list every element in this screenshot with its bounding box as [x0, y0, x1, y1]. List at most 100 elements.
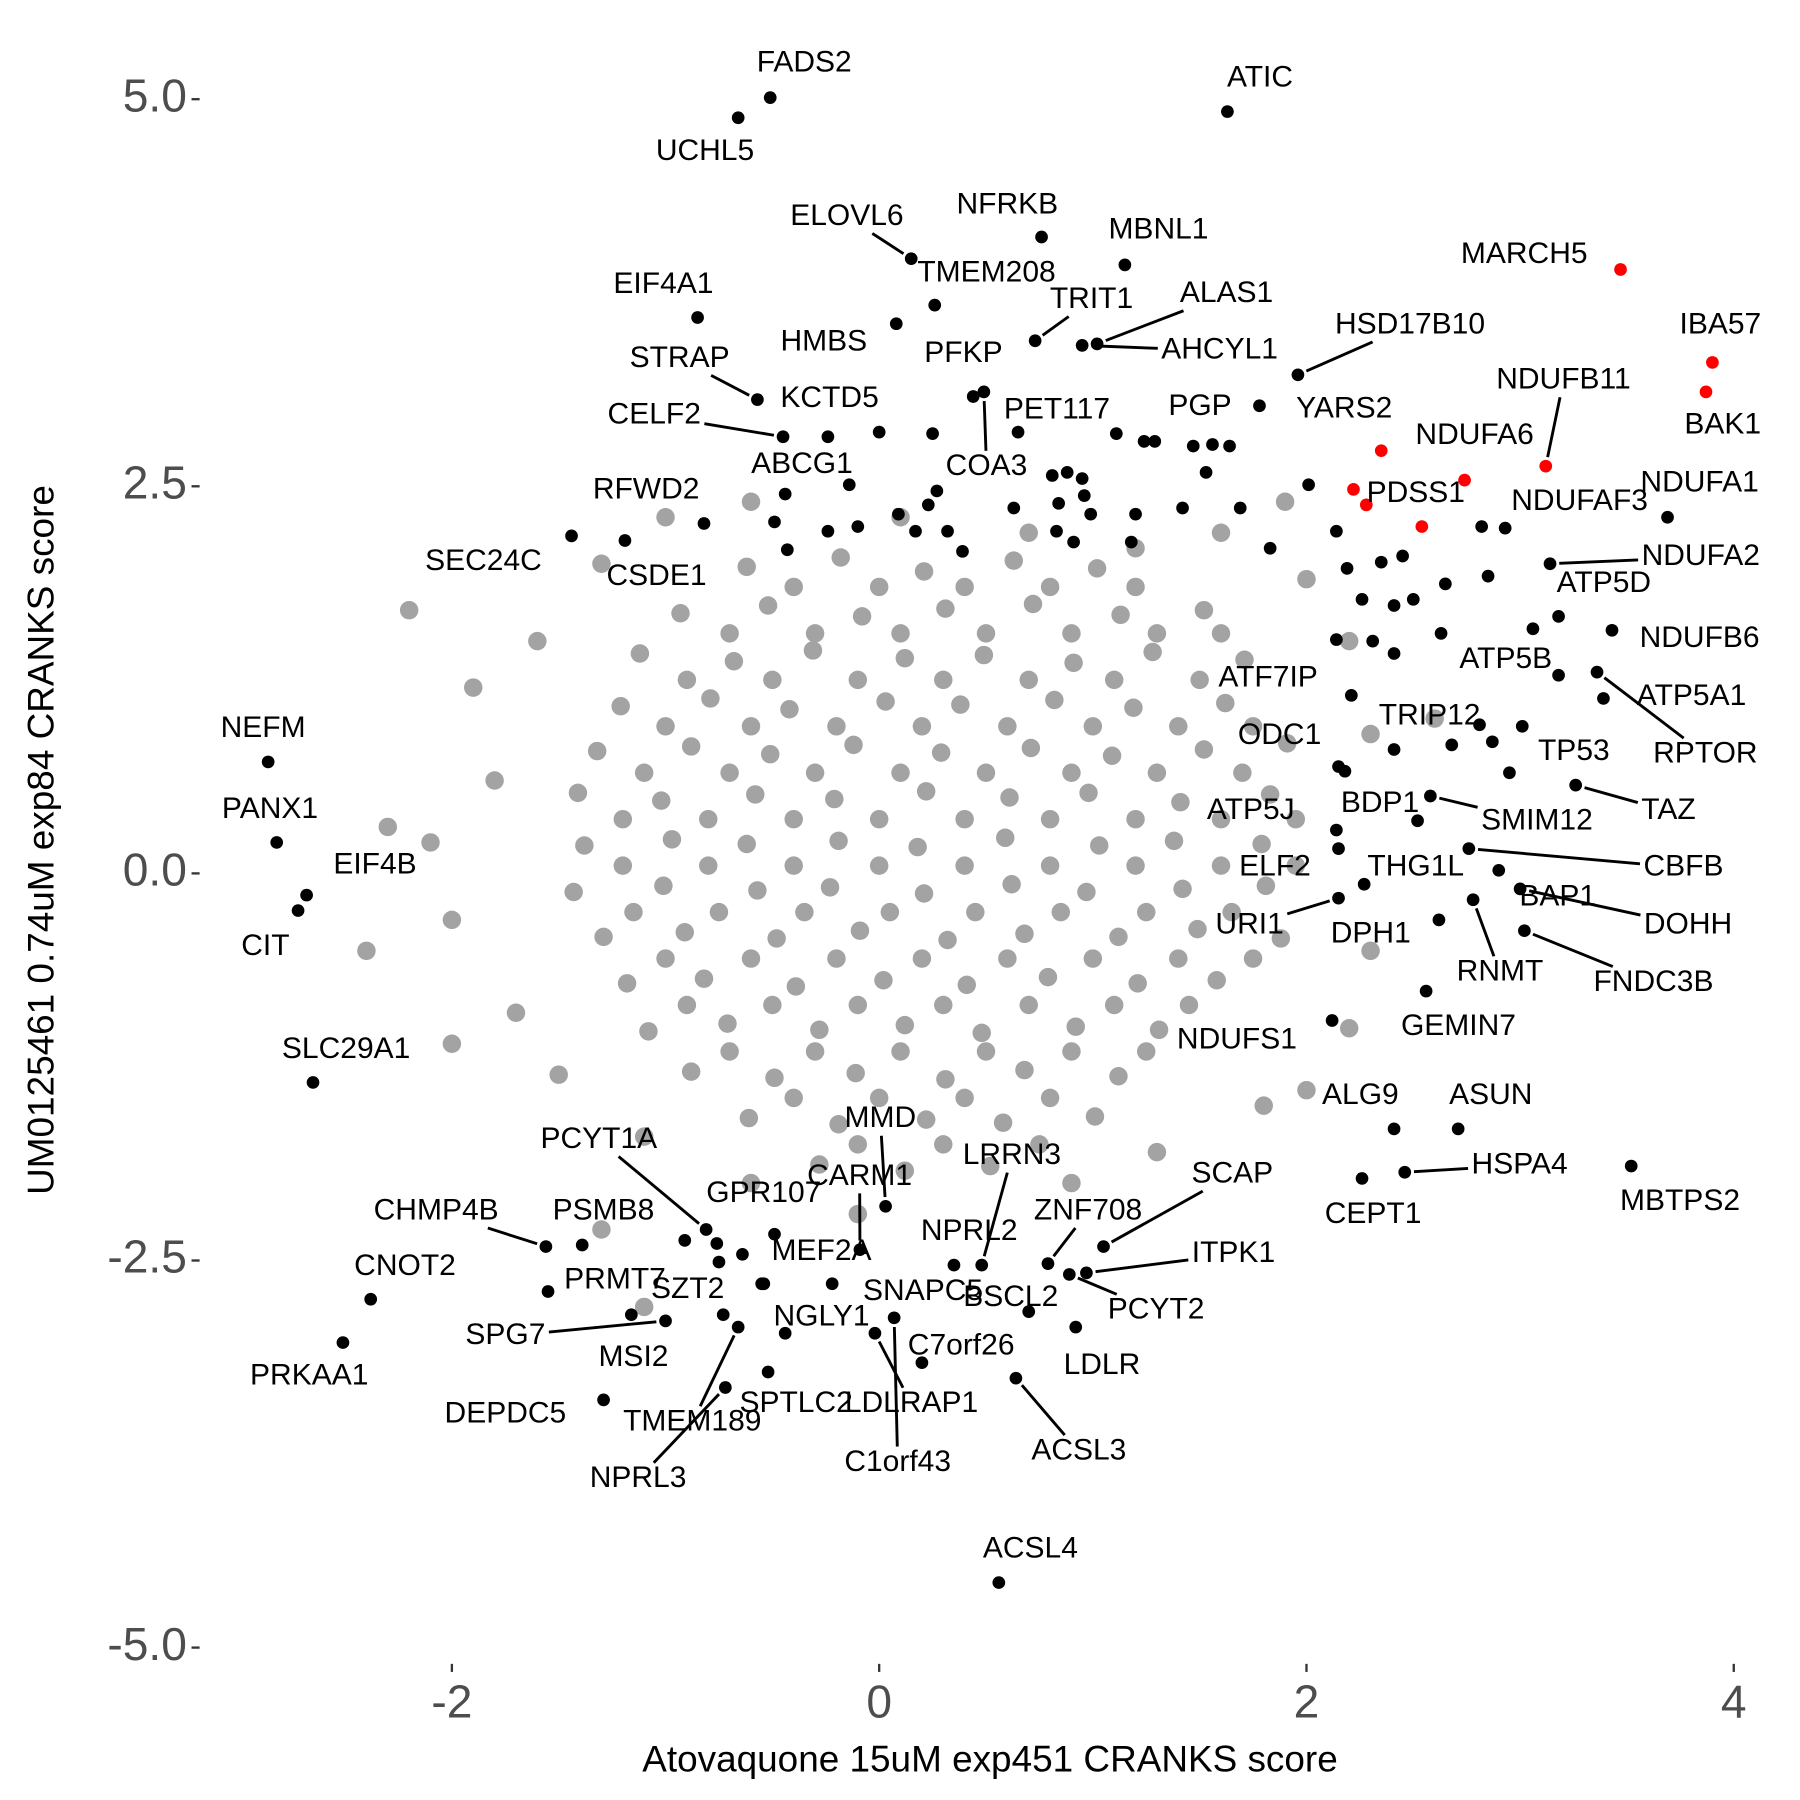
point [1569, 778, 1583, 792]
point [921, 498, 935, 512]
point [1466, 893, 1480, 907]
point [763, 91, 777, 104]
leader-line [1091, 344, 1158, 350]
leader-line [1305, 340, 1374, 373]
point [934, 995, 953, 1015]
point [718, 1014, 737, 1033]
point-label: THG1L [1367, 850, 1464, 883]
point [1045, 690, 1064, 710]
point [1297, 1080, 1316, 1100]
point-label: C1orf43 [844, 1445, 951, 1478]
point [820, 878, 840, 897]
point [768, 1227, 781, 1241]
point-label: HSD17B10 [1335, 307, 1485, 340]
point-label: EIF4A1 [613, 267, 713, 300]
point-label: PCYT1A [540, 1122, 657, 1155]
point-label: COA3 [946, 449, 1028, 482]
point-label: ATF7IP [1218, 660, 1317, 693]
point [1211, 809, 1231, 829]
point [1176, 501, 1189, 515]
point-label: LRRN3 [963, 1138, 1061, 1171]
point [1366, 634, 1380, 648]
point [1171, 792, 1190, 812]
point-label: MBNL1 [1108, 213, 1208, 246]
point [1137, 435, 1151, 448]
point [846, 1063, 865, 1083]
point [1221, 105, 1234, 118]
point [712, 1255, 726, 1269]
point [1526, 622, 1540, 636]
point [848, 1135, 868, 1154]
point [1137, 902, 1156, 922]
point [1451, 1122, 1465, 1136]
point-label: BSCL2 [963, 1280, 1058, 1313]
point [1111, 605, 1130, 625]
leader-line [1532, 932, 1614, 968]
point [1062, 1042, 1081, 1061]
point [869, 856, 889, 875]
point [1243, 949, 1263, 968]
x-tick-label: 0 [866, 1676, 892, 1728]
x-tick-label: -2 [431, 1676, 472, 1728]
point [741, 717, 761, 736]
point [675, 923, 694, 942]
point [848, 995, 868, 1015]
point [931, 743, 951, 762]
x-axis-title: Atovaquone 15uM exp451 CRANKS score [642, 1739, 1337, 1780]
point [1173, 879, 1192, 899]
point [1271, 929, 1291, 948]
point [941, 524, 954, 538]
point [1126, 856, 1145, 875]
point [914, 884, 934, 903]
point [261, 755, 275, 769]
point [678, 1234, 692, 1247]
point [741, 949, 761, 968]
leader-line [1528, 889, 1641, 917]
point [1179, 995, 1199, 1015]
point [850, 921, 870, 940]
point [1387, 599, 1401, 612]
point [739, 1108, 759, 1128]
point [765, 1068, 784, 1088]
point [1038, 967, 1058, 987]
point [625, 1308, 638, 1322]
leader-line [617, 1155, 700, 1225]
point [976, 1042, 996, 1061]
leader-line [871, 232, 905, 255]
point [1223, 439, 1236, 453]
point [464, 678, 483, 697]
point [1361, 941, 1380, 961]
point [1002, 875, 1021, 894]
point [1235, 650, 1254, 669]
point-label: PRMT7 [564, 1263, 666, 1296]
point [1330, 633, 1343, 646]
point-label: SZT2 [651, 1272, 724, 1305]
point-label: CARM1 [807, 1159, 912, 1192]
point [976, 763, 996, 782]
point [981, 1156, 1000, 1176]
point [699, 1223, 713, 1236]
point [1015, 924, 1034, 944]
leader-line [879, 1135, 887, 1198]
point [1041, 1257, 1055, 1270]
point-label: ABCG1 [751, 447, 853, 480]
leader-line [1077, 1276, 1118, 1296]
point [1614, 263, 1627, 276]
point [1286, 856, 1306, 875]
point [592, 554, 611, 573]
point [1260, 785, 1280, 804]
point-label: CIT [241, 929, 289, 962]
point [1097, 1240, 1110, 1253]
point-label: FNDC3B [1593, 965, 1713, 998]
point [709, 902, 729, 922]
point [851, 520, 865, 533]
point [442, 910, 462, 930]
point [951, 695, 970, 714]
point [993, 1113, 1013, 1132]
point [810, 1155, 829, 1174]
point-label: KCTD5 [780, 381, 878, 414]
point [955, 856, 974, 875]
point [1075, 339, 1089, 352]
